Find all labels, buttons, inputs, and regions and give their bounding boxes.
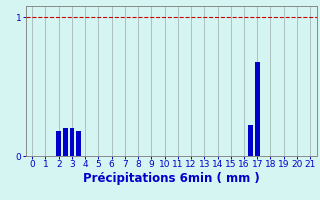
Bar [255,62,260,156]
Bar [70,128,74,156]
Bar [56,131,61,156]
Bar [63,128,68,156]
Bar [248,125,253,156]
X-axis label: Précipitations 6min ( mm ): Précipitations 6min ( mm ) [83,172,260,185]
Bar [76,131,81,156]
